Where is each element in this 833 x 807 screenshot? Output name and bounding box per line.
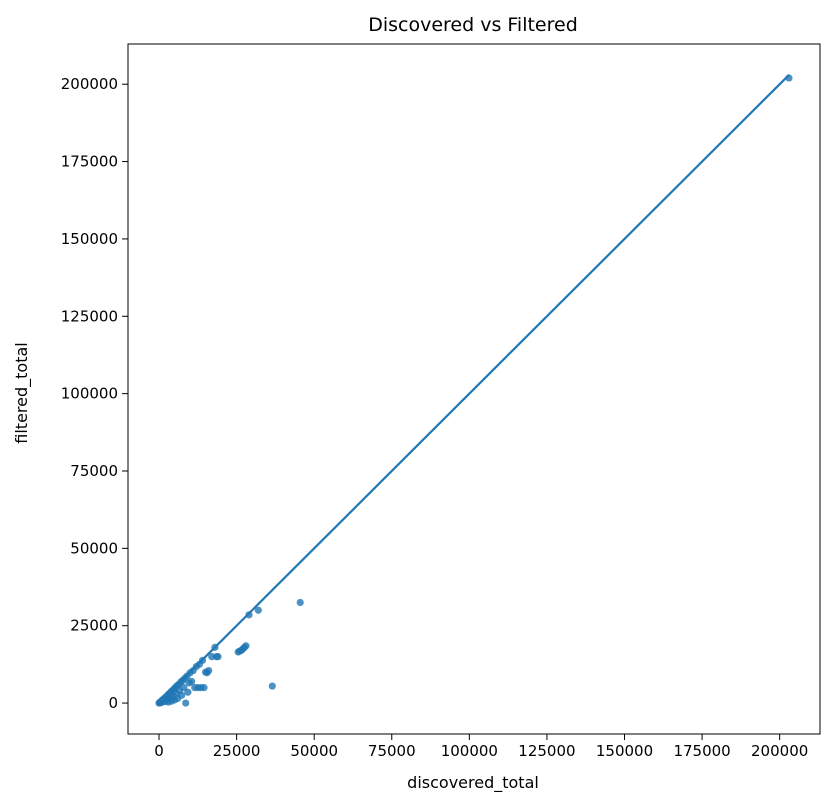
data-point bbox=[296, 598, 304, 607]
x-tick-label: 0 bbox=[154, 742, 164, 760]
data-point bbox=[182, 699, 190, 707]
x-tick-label: 100000 bbox=[441, 742, 498, 760]
data-point bbox=[178, 691, 186, 699]
data-point bbox=[254, 606, 262, 614]
data-point bbox=[242, 642, 250, 650]
data-point bbox=[180, 683, 188, 692]
x-tick-label: 125000 bbox=[518, 742, 575, 760]
y-tick-label: 125000 bbox=[61, 307, 118, 325]
plot-area-frame bbox=[127, 43, 821, 735]
x-tick-label: 150000 bbox=[596, 742, 653, 760]
y-tick-label: 50000 bbox=[70, 539, 118, 557]
x-tick-label: 75000 bbox=[368, 742, 416, 760]
y-tick-label: 25000 bbox=[70, 617, 118, 635]
y-tick-label: 150000 bbox=[61, 230, 118, 248]
fit-line bbox=[158, 74, 790, 704]
y-tick-label: 75000 bbox=[70, 462, 118, 480]
data-point bbox=[200, 683, 208, 692]
y-tick-label: 200000 bbox=[61, 75, 118, 93]
data-point bbox=[205, 666, 213, 675]
y-axis-ticks: 0 25000 50000 75000 100000 125000 150000 175000… bbox=[61, 75, 128, 712]
chart-title: Discovered vs Filtered bbox=[368, 14, 578, 36]
data-point bbox=[268, 682, 276, 690]
y-tick-label: 100000 bbox=[61, 385, 118, 403]
y-tick-label: 175000 bbox=[61, 153, 118, 171]
data-point bbox=[184, 688, 192, 696]
x-axis-label: discovered_total bbox=[407, 773, 539, 793]
data-point bbox=[188, 677, 196, 685]
x-axis-ticks: 0 25000 50000 75000 100000 125000 150000 175000… bbox=[154, 734, 808, 760]
y-axis-label: filtered_total bbox=[12, 342, 32, 443]
x-tick-label: 200000 bbox=[751, 742, 808, 760]
x-tick-label: 50000 bbox=[290, 742, 338, 760]
y-tick-label: 0 bbox=[108, 694, 118, 712]
plot-content bbox=[155, 74, 793, 707]
data-point bbox=[214, 653, 222, 661]
x-tick-label: 175000 bbox=[673, 742, 730, 760]
x-tick-label: 25000 bbox=[213, 742, 261, 760]
